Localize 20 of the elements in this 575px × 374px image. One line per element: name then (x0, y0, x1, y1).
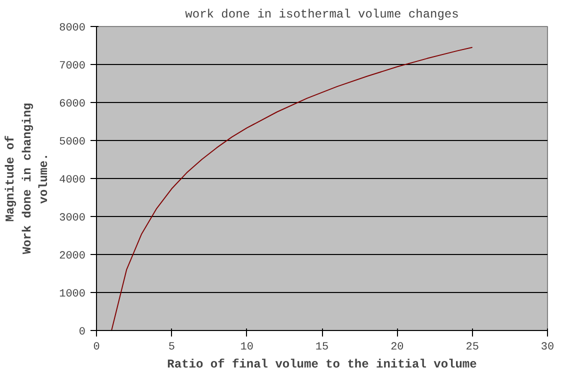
y-tick-label: 6000 (59, 98, 86, 110)
chart-title: work done in isothermal volume changes (185, 8, 459, 22)
y-tick-label: 2000 (59, 250, 86, 262)
y-tick-label: 7000 (59, 60, 86, 72)
x-tick-label: 20 (390, 342, 404, 354)
y-tick-label: 8000 (59, 22, 86, 34)
x-tick-label: 5 (168, 342, 175, 354)
y-tick-label: 1000 (59, 288, 86, 300)
x-tick-label: 15 (315, 342, 329, 354)
x-tick-label: 0 (93, 342, 100, 354)
line-series (111, 46, 473, 330)
y-tick-label: 5000 (59, 136, 86, 148)
x-tick-label: 10 (240, 342, 254, 354)
x-tick-label: 30 (540, 342, 554, 354)
y-axis-title: Magnitude of Work done in changing volume. (3, 102, 52, 254)
x-axis-title: Ratio of final volume to the initial volume (167, 358, 477, 372)
y-tick-label: 4000 (59, 174, 86, 186)
y-tick-label: 0 (78, 326, 86, 338)
y-tick-label: 3000 (59, 212, 86, 224)
x-tick-label: 25 (466, 342, 479, 354)
